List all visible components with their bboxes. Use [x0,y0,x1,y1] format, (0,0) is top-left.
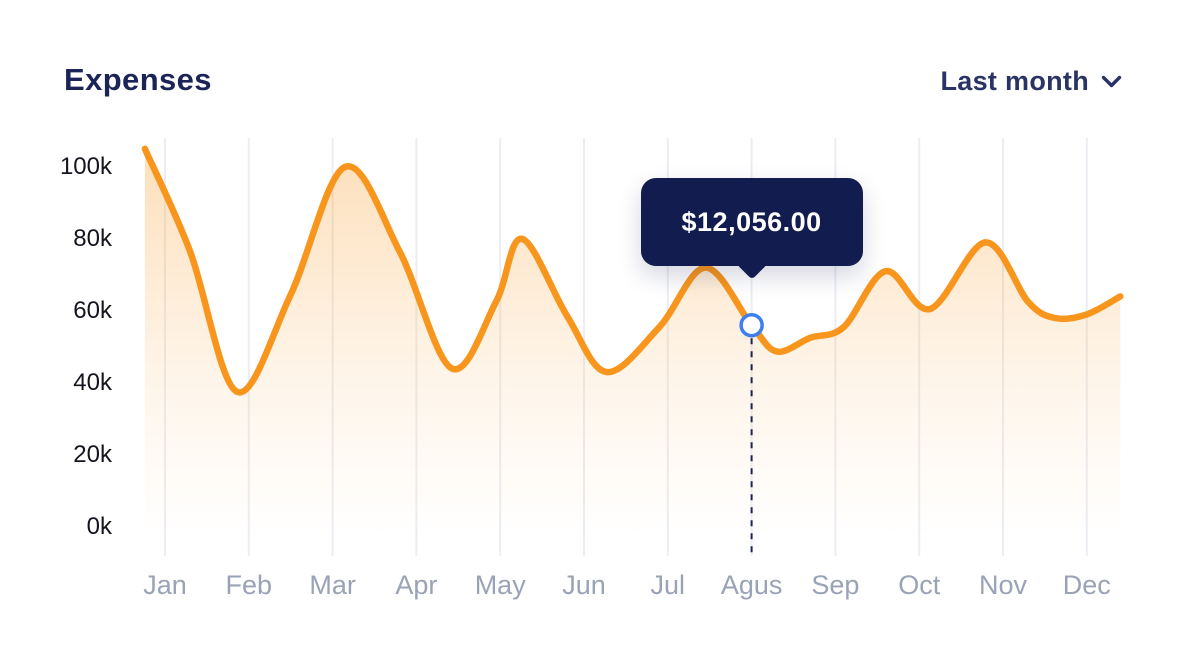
series-area-fill [144,148,1121,557]
range-selector-label: Last month [940,66,1089,96]
x-axis-label: Oct [898,570,941,600]
x-axis-label: Agus [721,570,783,600]
x-axis-label: May [475,570,527,600]
y-axis-label: 100k [60,153,113,180]
y-axis-label: 80k [73,225,113,252]
y-axis-labels: 100k 80k 60k 40k 20k 0k [60,153,113,540]
x-axis-label: Mar [309,570,356,600]
y-axis-label: 0k [87,513,113,540]
chevron-down-icon [1101,75,1122,88]
series-line [141,145,1124,396]
page-title: Expenses [64,62,212,97]
x-axis-label: Nov [979,570,1028,600]
x-axis-label: Apr [395,570,437,600]
y-axis-label: 60k [73,297,113,324]
y-axis-label: 40k [73,369,113,396]
y-axis-label: 20k [73,441,113,468]
range-selector-dropdown[interactable]: Last month [941,66,1123,97]
highlight-marker[interactable] [739,312,764,338]
x-axis-label: Dec [1063,570,1111,600]
tooltip-value: $12,056.00 [681,206,822,237]
x-axis-label: Jan [143,570,187,600]
x-axis-labels: Jan Feb Mar Apr May Jun Jul Agus Sep Oct Nov Dec [143,570,1111,600]
value-tooltip: $12,056.00 [640,178,863,266]
x-axis-label: Jun [562,570,606,600]
x-axis-label: Sep [811,570,859,600]
x-axis-label: Feb [226,570,273,600]
x-axis-label: Jul [651,570,686,600]
